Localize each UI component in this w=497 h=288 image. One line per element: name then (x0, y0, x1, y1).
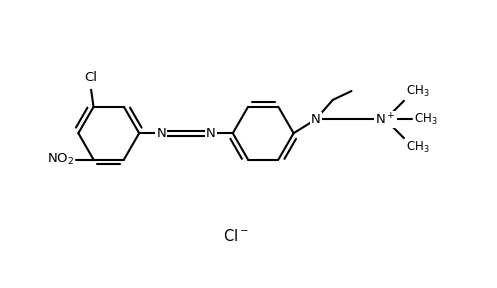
Text: N: N (311, 113, 321, 126)
Text: CH$_3$: CH$_3$ (414, 112, 438, 127)
Text: N: N (157, 127, 166, 140)
Text: CH$_3$: CH$_3$ (406, 140, 429, 155)
Text: N: N (206, 127, 216, 140)
Text: Cl$^-$: Cl$^-$ (223, 228, 249, 244)
Text: Cl: Cl (84, 71, 97, 84)
Text: N$^+$: N$^+$ (375, 112, 396, 127)
Text: NO$_2$: NO$_2$ (47, 152, 74, 167)
Text: CH$_3$: CH$_3$ (406, 84, 429, 99)
